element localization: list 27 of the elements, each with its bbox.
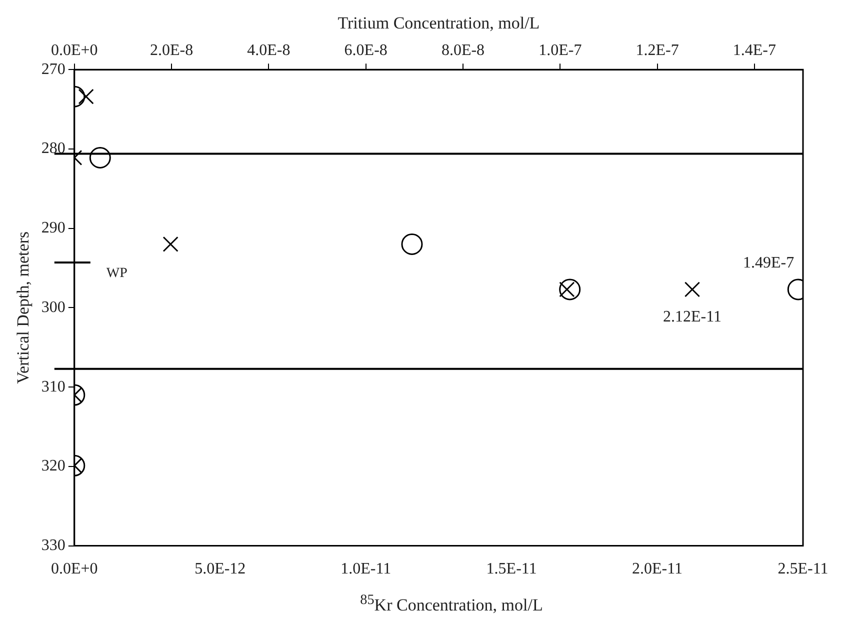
y-tick-label: 270	[41, 60, 66, 78]
x-tick-label: 5.0E-12	[194, 560, 246, 578]
y-tick-label: 330	[41, 537, 66, 554]
annotation: 1.49E-7	[743, 254, 794, 272]
x2-tick-label: 4.0E-8	[247, 42, 290, 60]
x-axis-title: $^{85}$Kr Concentration, mol/L	[359, 592, 544, 616]
x2-tick-label: 6.0E-8	[344, 42, 388, 60]
x2-tick-label: 8.0E-8	[441, 42, 485, 60]
y-axis-title: Vertical Depth, meters	[14, 231, 33, 384]
x2-tick-label: 0.0E+0	[51, 42, 98, 60]
x-tick-label: 1.0E-11	[340, 560, 392, 578]
x-tick-label: 0.0E+0	[51, 560, 98, 578]
x-tick-label: 2.0E-11	[632, 560, 683, 578]
y-tick-label: 280	[41, 140, 66, 158]
y-tick-label: 300	[41, 298, 66, 316]
annotation: 2.12E-11	[662, 308, 722, 326]
x2-tick-label: 1.4E-7	[732, 42, 776, 60]
x2-tick-label: 2.0E-8	[150, 42, 194, 60]
x-tick-label: 1.5E-11	[486, 560, 537, 578]
y-tick-label: 290	[41, 220, 66, 237]
y-tick-label: 320	[41, 458, 66, 475]
y-tick-label: 310	[41, 378, 66, 396]
ref-line-label: WP	[106, 266, 128, 282]
x2-axis-title: Tritium Concentration, mol/L	[338, 14, 540, 33]
x-tick-label: 2.5E-11	[778, 560, 828, 578]
x2-tick-label: 1.2E-7	[636, 42, 679, 60]
x2-tick-label: 1.0E-7	[538, 42, 582, 60]
